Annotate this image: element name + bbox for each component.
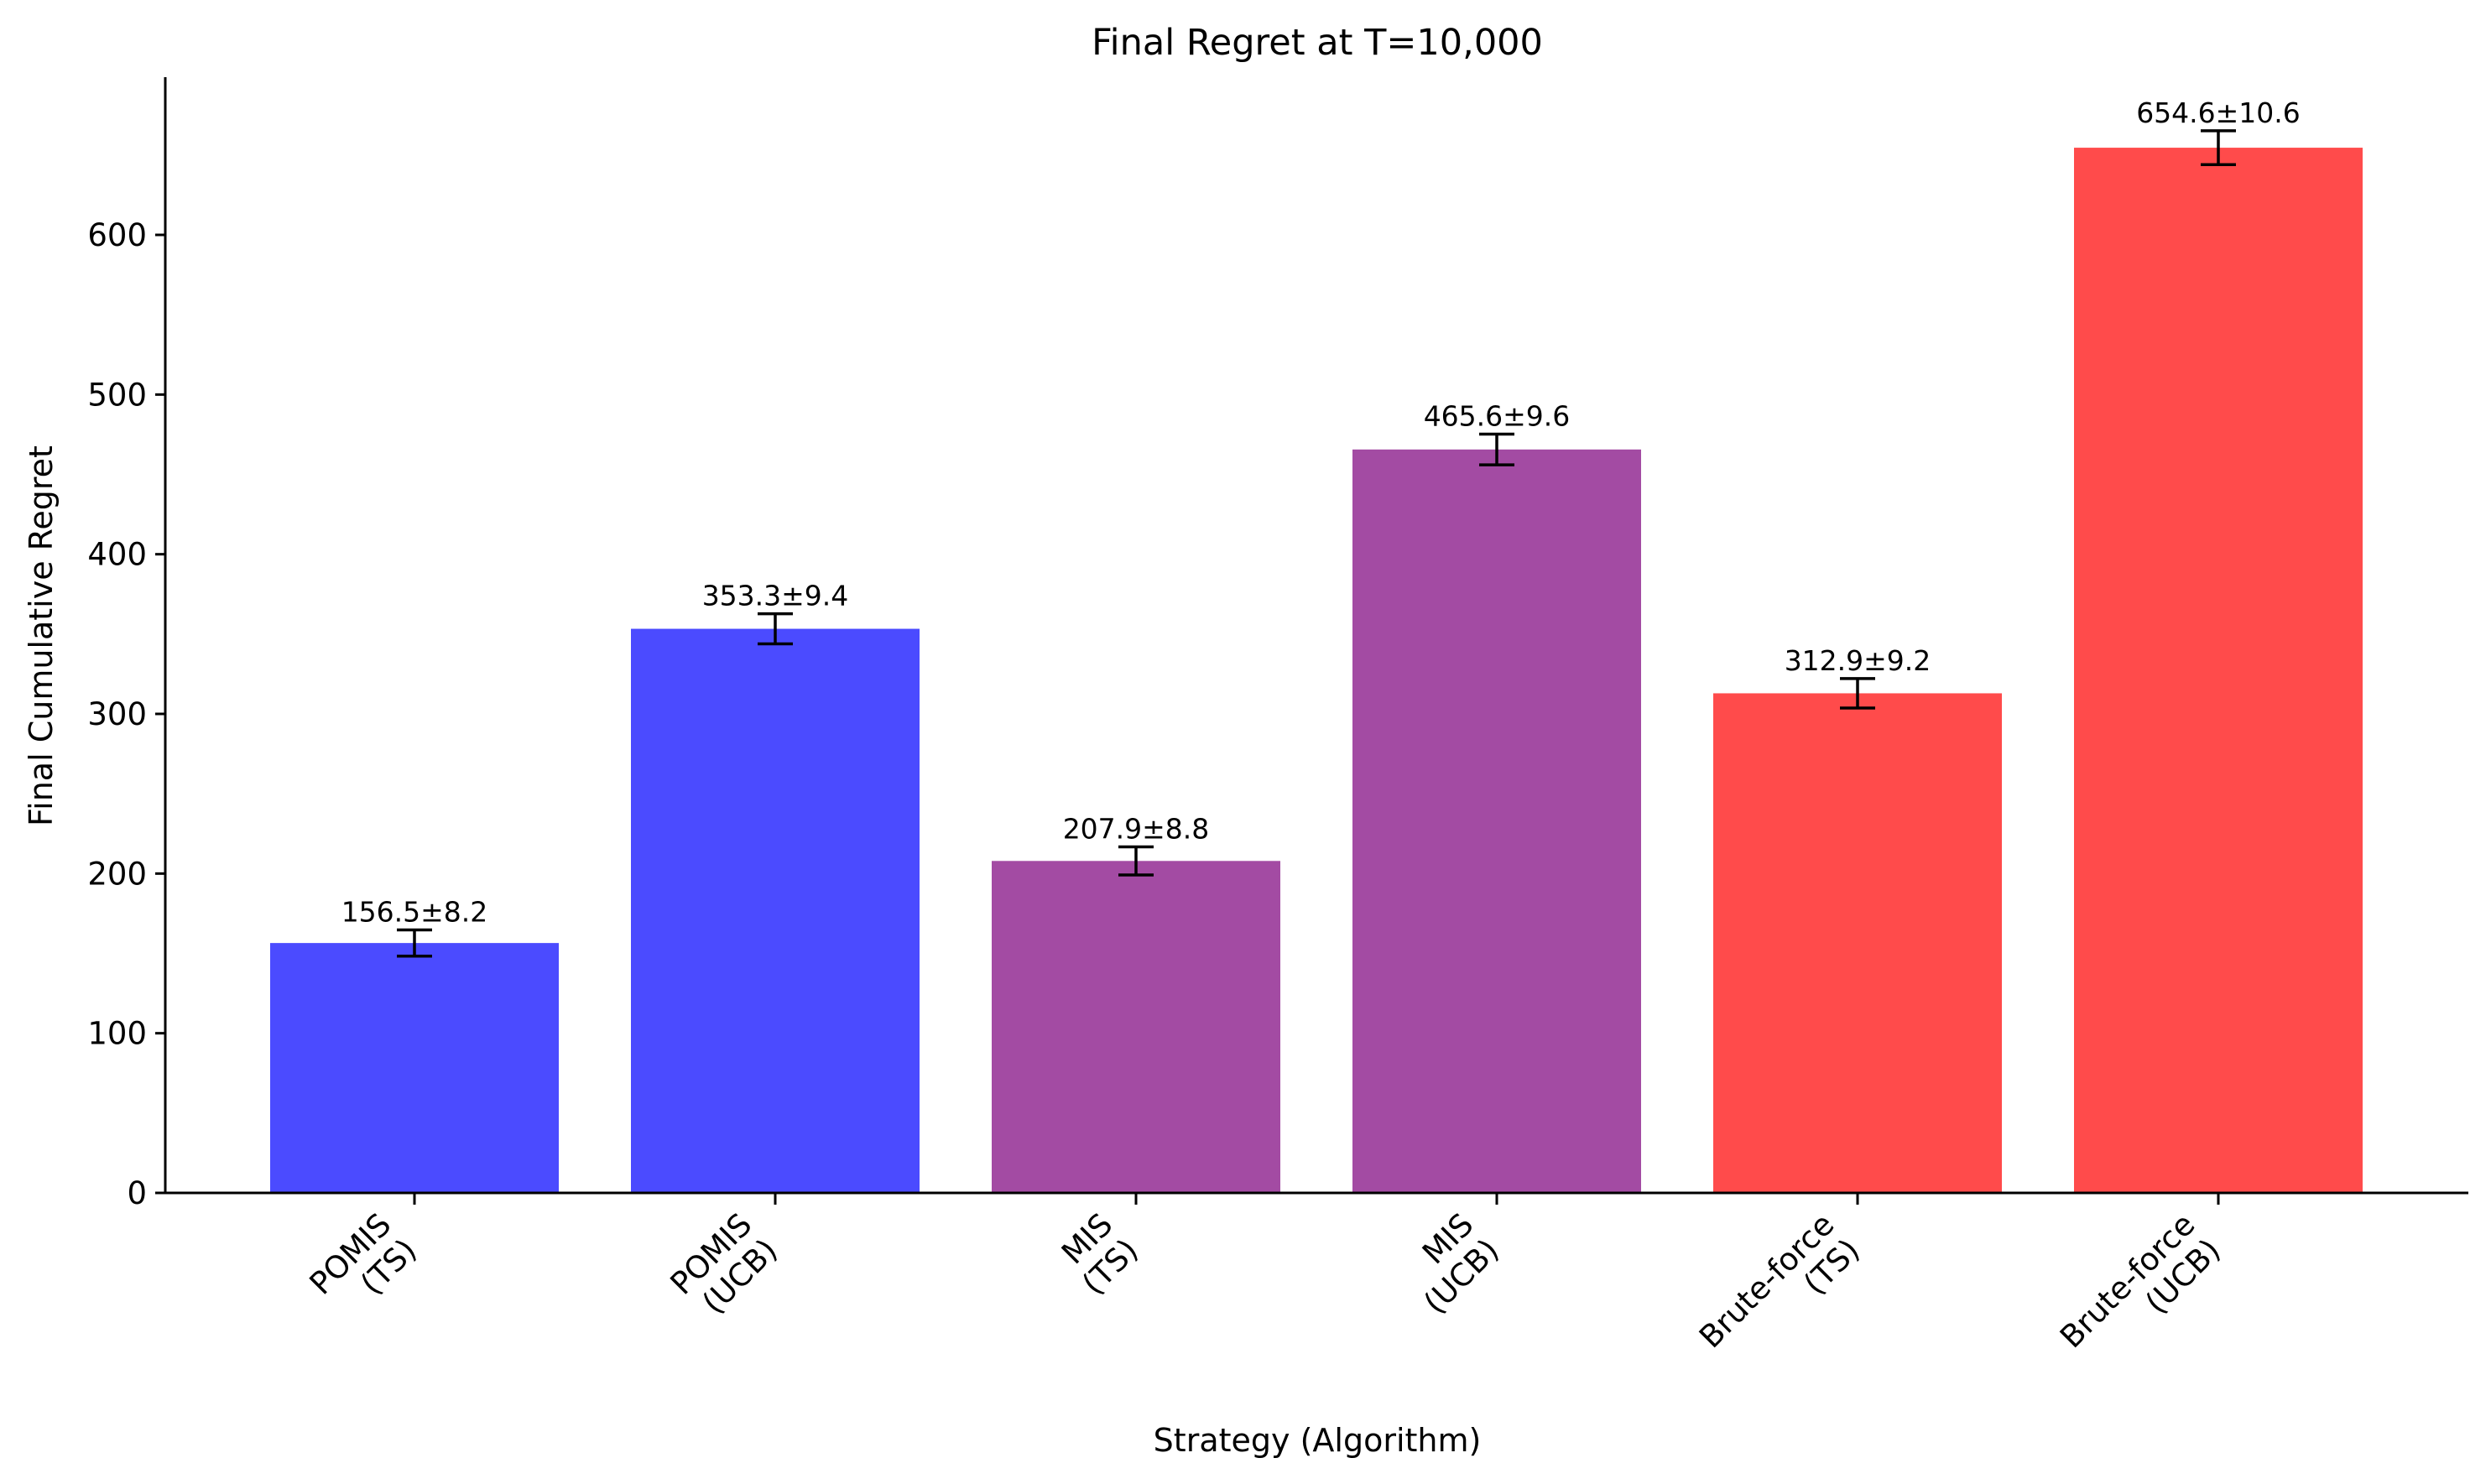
bars-group [270,148,2363,1193]
x-axis-label: Strategy (Algorithm) [1154,1422,1482,1459]
y-tick-label: 300 [87,696,147,732]
y-axis-label: Final Cumulative Regret [23,445,60,826]
data-label: 312.9±9.2 [1785,644,1931,677]
bar [270,943,559,1193]
error-bars-group [397,129,2236,958]
y-tick-label: 600 [87,217,147,253]
y-tick-label: 500 [87,377,147,413]
bar [1352,449,1641,1193]
data-label: 353.3±9.4 [702,580,849,612]
bar [631,628,920,1193]
data-label: 156.5±8.2 [341,896,488,929]
bar [992,861,1280,1193]
y-tick-label: 0 [127,1175,147,1211]
y-tick-label: 400 [87,537,147,573]
data-label: 465.6±9.6 [1424,400,1571,433]
bar [1713,693,2002,1193]
bar [2074,148,2363,1193]
y-tick-label: 100 [87,1016,147,1052]
y-ticks-group: 0 100 200 300 400 500 600 [87,217,165,1211]
data-label: 654.6±10.6 [2136,96,2301,129]
y-tick-label: 200 [87,856,147,892]
data-label: 207.9±8.8 [1063,813,1210,846]
chart-title: Final Regret at T=10,000 [1092,22,1543,64]
data-labels-group: 156.5±8.2 353.3±9.4 207.9±8.8 465.6±9.6 312.… [341,96,2301,929]
